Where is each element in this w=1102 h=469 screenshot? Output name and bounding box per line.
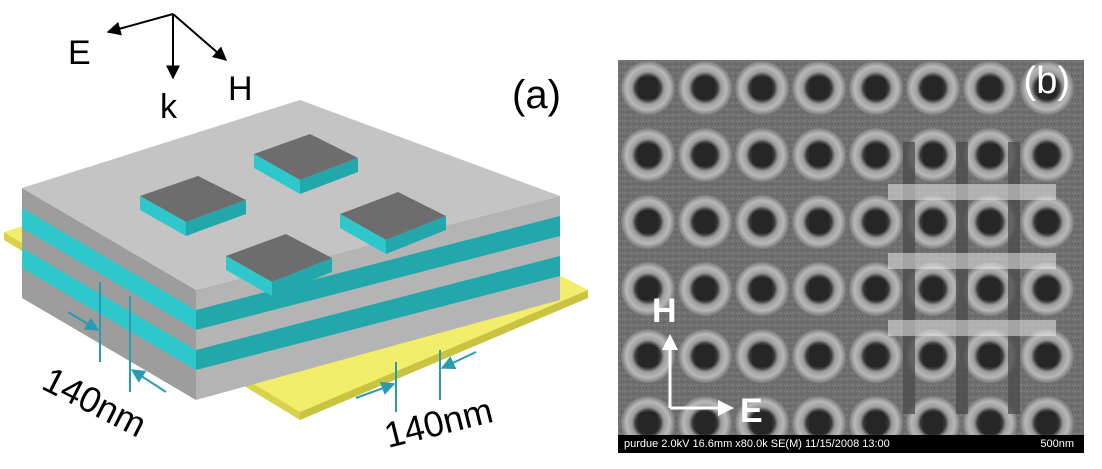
- sem-hole-core: [866, 278, 886, 300]
- sem-hole-core: [1037, 77, 1057, 99]
- sem-hole-core: [638, 144, 658, 166]
- sem-hole-core: [638, 77, 658, 99]
- sem-hole-core: [866, 211, 886, 233]
- sem-info-bar: purdue 2.0kV 16.6mm x80.0k SE(M) 11/15/2…: [618, 435, 1084, 453]
- sem-hole-core: [980, 278, 1000, 300]
- fishnet-top: [22, 100, 560, 290]
- hole-3: [226, 234, 332, 296]
- sem-hole-core: [752, 412, 772, 434]
- sem-hole-core: [923, 211, 943, 233]
- sem-hole-core: [980, 211, 1000, 233]
- sem-hole-core: [752, 345, 772, 367]
- sem-hole-core: [695, 345, 715, 367]
- sem-hole-core: [809, 77, 829, 99]
- panel-b-sem-image: H E (b) purdue 2.0kV 16.6mm x80.0k SE(M)…: [618, 60, 1084, 453]
- sem-hole-core: [980, 77, 1000, 99]
- sem-hole-core: [923, 144, 943, 166]
- sem-hole-core: [980, 144, 1000, 166]
- sem-hole-core: [809, 278, 829, 300]
- horizontal-overlay-bars: [888, 184, 1056, 336]
- sem-hole-core: [752, 77, 772, 99]
- panel-a-label: (a): [512, 73, 561, 117]
- sem-hole-core: [866, 77, 886, 99]
- sem-hole-core: [638, 345, 658, 367]
- sem-hole-core: [1037, 278, 1057, 300]
- sem-hole-core: [1037, 345, 1057, 367]
- sem-hole-core: [752, 144, 772, 166]
- field-axes: E k H: [68, 13, 253, 126]
- sem-hole-core: [923, 412, 943, 434]
- sem-hole-core: [980, 345, 1000, 367]
- sem-hole-core: [638, 211, 658, 233]
- sem-hole-core: [1037, 144, 1057, 166]
- sem-hole-core: [923, 345, 943, 367]
- e-axis-label: E: [68, 34, 91, 72]
- sem-hole-core: [638, 278, 658, 300]
- vertical-stripes: [903, 142, 1020, 414]
- dimension-right-label: 140nm: [380, 389, 497, 455]
- sem-hole-core: [809, 412, 829, 434]
- sem-hole-core: [923, 278, 943, 300]
- sem-hole-core: [923, 77, 943, 99]
- sem-hole-core: [1037, 211, 1057, 233]
- k-axis-label: k: [160, 88, 178, 126]
- sem-hole-core: [752, 278, 772, 300]
- sem-micrograph: H E: [618, 60, 1084, 453]
- panel-b-label: (b): [1023, 60, 1070, 102]
- sem-hole-core: [638, 412, 658, 434]
- sem-hole-core: [1037, 412, 1057, 434]
- hole-4: [340, 192, 446, 254]
- sem-hole-core: [866, 412, 886, 434]
- hole-1: [140, 176, 246, 236]
- sem-hole-core: [980, 412, 1000, 434]
- fishnet-holes: [140, 134, 446, 296]
- layer-stack: [22, 188, 560, 400]
- e-arrow: [106, 13, 174, 36]
- sem-acquisition-info: purdue 2.0kV 16.6mm x80.0k SE(M) 11/15/2…: [624, 438, 890, 450]
- sem-hole-core: [695, 412, 715, 434]
- h-arrow: [172, 13, 228, 61]
- sem-hole-core: [752, 211, 772, 233]
- sem-field-axes: H E: [652, 292, 763, 430]
- sem-hole-core: [809, 345, 829, 367]
- sem-hole-core: [809, 211, 829, 233]
- panel-a-schematic: E k H (a): [4, 13, 588, 456]
- sem-hole-core: [866, 144, 886, 166]
- h-axis-label: H: [228, 70, 253, 108]
- sem-e-label: E: [740, 392, 763, 430]
- sem-scale-label: 500nm: [1040, 438, 1074, 450]
- sem-hole-core: [695, 278, 715, 300]
- sem-hole-core: [695, 144, 715, 166]
- sem-hole-grid: [621, 61, 1074, 450]
- sem-hole-core: [695, 211, 715, 233]
- sem-hole-core: [809, 144, 829, 166]
- sem-hole-core: [695, 77, 715, 99]
- sem-h-label: H: [652, 292, 677, 330]
- hole-2: [254, 134, 358, 194]
- sem-hole-core: [866, 345, 886, 367]
